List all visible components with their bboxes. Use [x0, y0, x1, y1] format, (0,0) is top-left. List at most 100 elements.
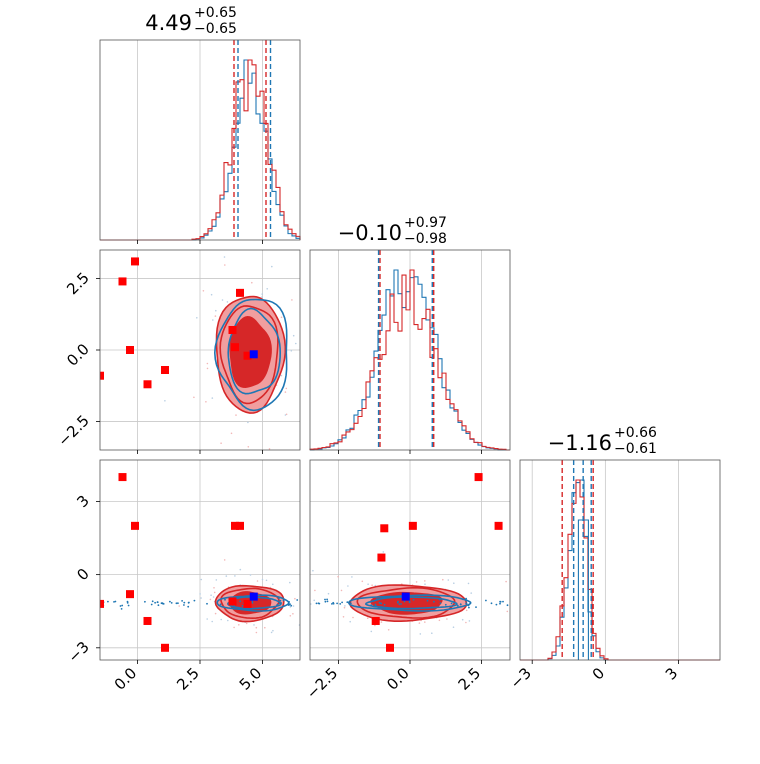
panel-0-2-sample-dot [227, 619, 229, 622]
panel-0-2-band-dot [107, 600, 109, 603]
panel-0-2-band-dot [169, 600, 171, 603]
panel-0-2-band-dot [289, 603, 291, 606]
panel-0-2-sample-dot [233, 626, 235, 629]
panel-0-1-marker-red [161, 366, 169, 374]
panel-1-2-band-dot [452, 600, 454, 603]
panel-1-2-sample-dot [349, 620, 352, 623]
panel-1-2-sample-dot [340, 589, 343, 592]
xtick-label-1: 2.5 [455, 664, 485, 694]
diag-panel-2-border [519, 459, 721, 661]
title-value-0: 4.49 [145, 11, 192, 35]
panel-1-2-band-dot [408, 601, 411, 604]
panel-0-2-sample-dot [289, 606, 292, 608]
panel-0-2-sample-dot [213, 591, 216, 594]
panel-0-2-marker-red [100, 599, 104, 608]
title-plus-0: +0.65 [194, 5, 237, 21]
panel-0-2-band-dot [288, 601, 290, 603]
panel-1-2-band-dot [398, 603, 401, 606]
panel-1-2-sample-dot [313, 599, 316, 602]
panel-1-2-sample-dot [351, 576, 353, 578]
panel-1-2-band-dot [499, 602, 501, 605]
panel-1-2-band-dot [455, 602, 458, 605]
panel-0-2-band-dot [296, 599, 299, 601]
ytick-label-1: 0.0 [63, 340, 93, 370]
panel-0-1-marker-red [118, 277, 127, 286]
panel-0-2-sample-dot [270, 631, 273, 634]
panel-1-2-sample-dot [409, 571, 411, 573]
xtick-label-0: 2.5 [173, 664, 203, 694]
panel-0-2-marker-red [131, 521, 139, 530]
panel-1-2 [309, 459, 511, 661]
panel-1-2-band-dot [465, 597, 467, 600]
panel-0-1-marker-blue [249, 350, 258, 359]
panel-0-1-sample-dot [304, 336, 306, 338]
panel-0-2-sample-dot [264, 626, 266, 629]
panel-1-2-sample-dot [370, 630, 373, 633]
panel-0-2-band-dot [241, 605, 244, 607]
panel-1-2-sample-dot [344, 605, 346, 607]
panel-1-2-marker-red [474, 473, 483, 482]
panel-1-2-band-dot [400, 603, 402, 605]
panel-title-2: −1.16 +0.66−0.61 [548, 425, 657, 457]
panel-0-2-content [100, 473, 300, 652]
panel-1-2-sample-dot [470, 592, 473, 594]
panel-1-2-sample-dot [465, 621, 467, 624]
panel-0-1-sample-dot [280, 316, 283, 319]
panel-1-2-sample-dot [352, 616, 354, 619]
panel-0-1-sample-dot [285, 413, 288, 416]
panel-1-2-band-dot [383, 603, 386, 606]
panel-0-2-contour-blue-outer [216, 594, 290, 612]
panel-0-2-band-dot [224, 598, 226, 601]
ytick-label-1: 2.5 [63, 269, 93, 299]
panel-0-1-contour-blue-outer [213, 298, 288, 412]
panel-0-1-sample-dot [271, 265, 273, 268]
panel-1-2-band-dot [376, 598, 378, 600]
panel-0-2-band-dot [119, 605, 122, 607]
panel-0-2-band-dot [154, 601, 157, 604]
panel-1-2-sample-dot [343, 606, 346, 609]
panel-0-2-sample-dot [256, 580, 259, 582]
title-value-1: −0.10 [338, 221, 402, 245]
panel-1-2-band-dot [380, 602, 383, 605]
panel-0-2-sample-dot [234, 575, 236, 577]
panel-0-2-band-dot [156, 601, 159, 603]
title-plus-1: +0.97 [404, 215, 447, 231]
panel-0-2 [99, 459, 301, 661]
panel-1-2-band-dot [465, 602, 468, 605]
panel-1-2-sample-dot [327, 592, 330, 595]
panel-0-2-band-dot [219, 603, 222, 606]
panel-0-2-band-dot [278, 602, 281, 605]
title-minus-2: −0.61 [614, 441, 657, 457]
xtick-label-1: 0.0 [383, 664, 413, 694]
title-minus-0: −0.65 [194, 21, 237, 37]
panel-0-2-band-dot [279, 599, 282, 602]
panel-1-2-sample-dot [446, 618, 448, 620]
panel-0-2-band-dot [157, 604, 160, 607]
panel-0-1-sample-dot [261, 293, 264, 295]
panel-0-1-sample-dot [205, 401, 207, 403]
panel-0-1-sample-dot [284, 414, 287, 416]
panel-1-2-sample-dot [312, 569, 314, 572]
panel-0-1-sample-dot [261, 296, 263, 298]
panel-1-2-sample-dot [367, 583, 369, 585]
panel-0-2-marker-red [161, 643, 169, 652]
panel-0-2-band-dot [278, 597, 280, 600]
xtick-label-2: 3 [662, 664, 681, 683]
panel-1-2-sample-dot [467, 582, 470, 585]
panel-1-2-marker-red [371, 616, 380, 625]
panel-0-2-marker-red [118, 473, 127, 482]
panel-1-2-band-dot [324, 598, 326, 601]
panel-0-2-marker-red [126, 590, 134, 599]
histogram-red-1 [309, 269, 510, 451]
panel-0-2-sample-dot [249, 574, 252, 576]
panel-1-2-band-dot [332, 602, 335, 605]
panel-1-2-sample-dot [347, 585, 349, 587]
panel-0-1-sample-dot [247, 446, 250, 448]
panel-0-2-sample-dot [265, 579, 268, 582]
panel-0-1-sample-dot [226, 301, 229, 303]
panel-0-1-sample-dot [251, 281, 253, 284]
panel-1-2-sample-dot [418, 622, 421, 624]
panel-1-2-band-dot [468, 606, 470, 609]
